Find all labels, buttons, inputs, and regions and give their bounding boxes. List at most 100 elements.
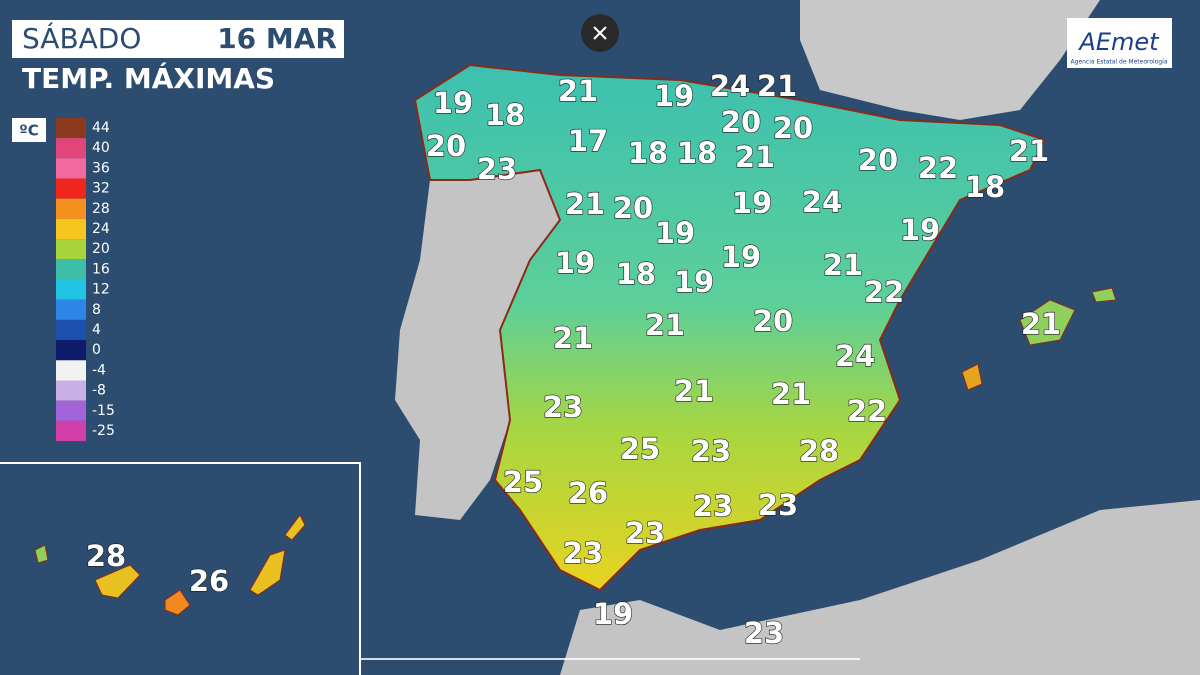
legend-swatch — [56, 218, 86, 240]
legend-swatch — [56, 178, 86, 199]
temperature: 18 — [616, 257, 656, 291]
legend-swatch — [56, 380, 86, 401]
temperature: 19 — [654, 79, 694, 113]
legend-swatch — [56, 279, 86, 300]
temperature: 25 — [503, 465, 543, 499]
legend-swatch — [56, 259, 86, 280]
temperature: 28 — [86, 539, 126, 573]
temperature: 23 — [543, 390, 583, 424]
temperature: 19 — [593, 597, 633, 631]
date: 16 MAR — [217, 22, 337, 55]
temperature: 28 — [799, 434, 839, 468]
legend-tick: 36 — [92, 160, 110, 176]
legend-tick: -8 — [92, 383, 106, 399]
logo-box — [1067, 18, 1172, 68]
temperature: 23 — [693, 489, 733, 523]
legend-swatch — [56, 158, 86, 179]
legend-swatch — [56, 360, 86, 381]
temperature: 20 — [753, 304, 793, 338]
island-lanzarote — [284, 514, 306, 541]
temperature: 21 — [1021, 307, 1061, 341]
land-france — [800, 0, 1100, 120]
logo-name: AEmet — [1077, 28, 1160, 56]
temperature: 20 — [613, 191, 653, 225]
temperature: 25 — [620, 432, 660, 466]
legend-swatch — [56, 138, 86, 159]
header-box — [12, 20, 344, 58]
legend-swatch — [56, 239, 86, 260]
legend-tick: -25 — [92, 423, 115, 439]
land-portugal — [395, 170, 560, 520]
temperature: 18 — [965, 170, 1005, 204]
land-spain — [413, 63, 1047, 592]
legend-tick: 28 — [92, 201, 110, 217]
temperature: 26 — [568, 476, 608, 510]
temperature: 21 — [823, 248, 863, 282]
subtitle: TEMP. MÁXIMAS — [22, 61, 275, 95]
temperature: 22 — [918, 151, 958, 185]
temperature: 18 — [628, 136, 668, 170]
island-tenerife — [94, 564, 141, 599]
temperature: 21 — [558, 74, 598, 108]
legend-swatch — [56, 420, 86, 442]
day: SÁBADO — [22, 21, 141, 55]
unit-box — [12, 118, 46, 142]
temperature: 21 — [735, 140, 775, 174]
temperature: 21 — [565, 187, 605, 221]
temperature: 19 — [555, 246, 595, 280]
legend-swatch — [56, 198, 86, 219]
temperature: 19 — [900, 213, 940, 247]
temperature: 23 — [691, 434, 731, 468]
inset-frame — [0, 462, 361, 675]
legend-tick: 0 — [92, 342, 101, 358]
legend-tick: 4 — [92, 322, 101, 338]
temperature: 19 — [433, 86, 473, 120]
legend-tick: 16 — [92, 261, 110, 277]
temperature: 23 — [563, 536, 603, 570]
island-la-palma — [34, 544, 49, 564]
temperature: 19 — [732, 186, 772, 220]
temperature: 21 — [1009, 134, 1049, 168]
temperature: 19 — [674, 265, 714, 299]
temperature: 22 — [864, 275, 904, 309]
temperature: 23 — [625, 516, 665, 550]
temperature: 19 — [655, 216, 695, 250]
temperature: 21 — [645, 308, 685, 342]
temperature: 20 — [426, 129, 466, 163]
legend-swatch — [56, 299, 86, 320]
legend-tick: 8 — [92, 302, 101, 318]
island-gran-canaria — [164, 589, 191, 616]
legend-tick: -4 — [92, 362, 106, 378]
unit: ºC — [19, 122, 38, 140]
temperature: 18 — [485, 98, 525, 132]
logo-tagline: Agencia Estatal de Meteorología — [1071, 59, 1168, 66]
temperature: 20 — [773, 111, 813, 145]
legend-tick: 24 — [92, 221, 110, 237]
temperature: 24 — [802, 185, 842, 219]
legend-tick: 20 — [92, 241, 110, 257]
temperature: 22 — [847, 394, 887, 428]
legend-tick: 44 — [92, 120, 110, 136]
temperature: 24 — [835, 339, 875, 373]
temperature: 21 — [553, 321, 593, 355]
temperature: 17 — [568, 124, 608, 158]
temperature: 26 — [189, 564, 229, 598]
temperature: 23 — [758, 488, 798, 522]
legend-tick: 12 — [92, 282, 110, 298]
island-ibiza — [961, 363, 983, 391]
land-africa — [560, 500, 1200, 675]
legend-tick: -15 — [92, 403, 115, 419]
close-icon[interactable] — [593, 26, 607, 40]
temperature: 23 — [477, 152, 517, 186]
temperature: 24 — [710, 69, 750, 103]
temperature: 21 — [757, 69, 797, 103]
legend-swatch — [56, 340, 86, 361]
temperature: 21 — [771, 377, 811, 411]
legend-swatch — [56, 117, 86, 139]
temperature: 23 — [744, 616, 784, 650]
island-mallorca — [1019, 299, 1076, 346]
island-menorca — [1091, 287, 1117, 303]
temperature: 20 — [721, 105, 761, 139]
